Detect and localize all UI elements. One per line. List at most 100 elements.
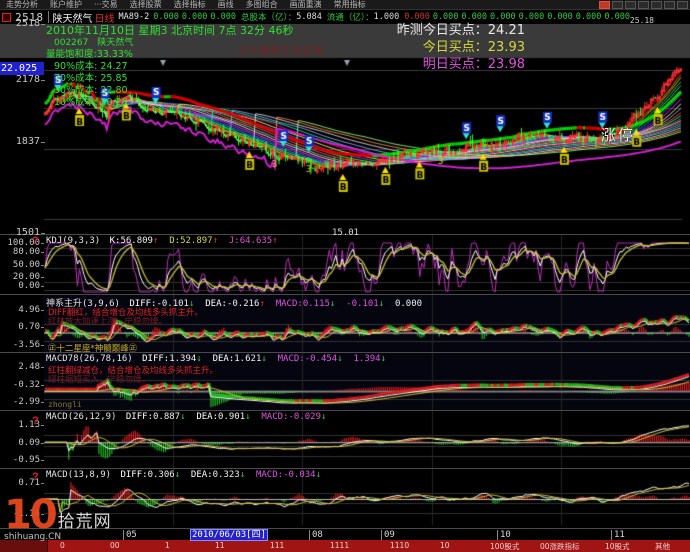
prediction-line-2: 今日买点：23.93 [397,39,525,56]
macd1389-canvas[interactable] [44,469,690,525]
shenxi-field-3-value: -0.101 [346,299,379,309]
stock-code: 002267 [54,38,89,48]
kdj-field-1-value: 52.897 [180,236,213,246]
status-item-7[interactable]: 10 [440,541,450,550]
prediction-value-2: 23.93 [487,40,525,55]
toolbar-item-4[interactable]: 选择指标 [173,0,206,9]
prediction-label-3: 明日买点： [422,57,488,72]
kdj-canvas[interactable] [44,235,690,294]
price-chart-canvas[interactable] [0,24,690,232]
shenxi-title-line: 神系主升(3,9,6) DIFF:-0.101↓, DEA:-0.216↑, M… [46,299,423,309]
status-item-4[interactable]: 111 [270,541,285,550]
status-item-10[interactable]: 10股式 [605,542,630,551]
kdj-ytick-2: 50.00 [12,260,46,270]
prediction-label-1: 昨测今日买点： [396,23,488,38]
toolbar-item-3[interactable]: 选择股票 [129,0,162,9]
panel-macd78[interactable]: 2.48 -0.32 -2.99 MACD78(26,78,16) DIFF:1… [0,352,690,410]
macd2612-field-0-arrow: ↓ [180,412,186,422]
macd78-indicator-params: (26,78,16) [78,354,133,364]
macd1389-help-icon[interactable]: ? [32,471,39,483]
macd78-field-1-label: DEA: [212,354,235,364]
panel-macd-26-12-9[interactable]: 1.13 0.09 -0.95 ? MACD(26,12,9) DIFF:0.8… [0,410,690,468]
macd78-canvas[interactable] [44,353,690,410]
header-extra-2: 0.000 [461,12,487,22]
float-shares-label: 流通（亿）： [326,13,374,23]
toolbar-item-5[interactable]: 画线 [217,0,234,9]
macd1389-plot-area[interactable] [44,469,690,525]
toolbar-button-5-icon[interactable] [664,0,675,9]
shenxi-bottom-note: ㊣十二星座*神髓巅峰㊣ [48,344,138,352]
shenxi-field-2-arrow: ↓ [329,299,336,309]
macd78-field-3-value: 1.394 [353,354,381,364]
toolbar-item-6[interactable]: 多图组合 [245,0,278,9]
date-axis[interactable]: 05 2010/06/03[四] 08 09 10 11 [0,528,690,541]
kdj-help-icon[interactable]: ? [32,235,39,247]
status-item-5[interactable]: 1111 [330,541,350,550]
toolbar-item-0[interactable]: 走势分析 [6,0,38,9]
macd78-plot-area[interactable] [44,353,690,410]
panel-macd-13-8-9[interactable]: 0.71 -1.16 ? MACD(13,8,9) DIFF:0.306↓, D… [0,468,690,525]
status-item-8[interactable]: 100股式 [490,542,520,551]
macd2612-ytick-2: -0.95 [12,455,46,465]
price-chart-pane[interactable] [0,24,690,232]
panel-kdj[interactable]: 100.00 80.00 50.00 20.00 0.00 ? KDJ(9,3,… [0,234,690,294]
status-item-6[interactable]: 1110 [390,541,410,550]
header-extra-0: 0.000 [404,12,430,22]
toolbar-item-2[interactable]: ···交易 [94,0,118,9]
macd2612-plot-area[interactable] [44,411,690,468]
macd2612-y-axis: 1.13 0.09 -0.95 [0,411,46,468]
ma-label: MA89-2 [118,12,150,22]
shenxi-field-1-arrow: ↑ [259,299,265,309]
date-selected-label[interactable]: 2010/06/03[四] [190,529,269,541]
macd78-indicator-name: MACD78 [46,354,79,364]
price-selected-value[interactable]: 22.025 [0,62,44,75]
macd1389-indicator-name: MACD [46,470,68,480]
macd2612-field-2-value: -0.029 [288,412,321,422]
status-item-3[interactable]: 11 [215,541,225,550]
macd78-field-2-label: MACD: [277,354,305,364]
kdj-plot-area[interactable] [44,235,690,294]
macd2612-canvas[interactable] [44,411,690,468]
status-bar-left-button[interactable] [0,540,48,552]
watermark-logo: 10 拾荒网 shihuang.CN [4,492,112,542]
cost-level-0-value: 24.27 [100,61,128,72]
status-bar[interactable]: 0 00 1 11 111 1111 1110 10 100股式 00涨跌指标 … [0,540,690,552]
logo-number: 10 [4,492,58,538]
status-item-11[interactable]: 其他 [655,542,670,551]
shenxi-canvas[interactable] [44,295,690,352]
status-item-9[interactable]: 00涨跌指标 [540,542,580,551]
status-item-2[interactable]: 1 [165,541,170,550]
macd1389-ytick-1: -1.16 [12,509,46,519]
shenxi-plot-area[interactable] [44,295,690,352]
shenxi-field-3-arrow: ↓ [378,299,385,309]
toolbar-button-4-icon[interactable] [651,0,662,9]
toolbar-button-6-icon[interactable] [677,0,688,9]
toolbar-button-3-icon[interactable] [638,0,649,9]
saturation-line: 量能饱和度:33.33% [46,49,293,61]
toolbar-button-1-icon[interactable] [612,0,623,9]
macd78-field-3-arrow: ↓ [380,354,387,364]
price-y-axis: 2518 2178 1837 1501 [0,18,46,238]
macd1389-field-0-value: 0.306 [147,470,175,480]
stock-code-name: 陕天然气 [97,38,134,48]
toolbar-item-1[interactable]: 账户维护 [50,0,82,9]
kdj-ytick-1: 80.00 [12,247,46,257]
shenxi-field-4-value: 0.000 [394,299,423,309]
status-item-1[interactable]: 00 [110,541,120,550]
toolbar-item-8[interactable]: 常用指标 [333,0,366,9]
panel-shenxi[interactable]: 4.96 0.70 -3.56 神系主升(3,9,6) DIFF:-0.101↓… [0,294,690,352]
kdj-indicator-params: (9,3,3) [62,236,101,246]
price-ytick-1: 2178 [15,74,46,85]
stock-info-block: 2010年11月10日 星期3 北京时间 7点 32分 46秒 002267 陕… [46,25,293,109]
macd2612-help-icon[interactable]: ? [32,415,39,427]
shenxi-field-0-label: DIFF: [129,299,157,309]
macd2612-field-2-label: MACD: [261,412,289,422]
toolbar-button-hot-icon[interactable] [599,0,610,9]
kdj-field-1-label: D: [169,236,181,246]
header-info-bar: 2518 陕天然气 日线 MA89-2 0.000 0.000 0.000 总股… [0,10,690,24]
toolbar-button-2-icon[interactable] [625,0,636,9]
toolbar-item-7[interactable]: 画面重演 [289,0,322,9]
status-item-0[interactable]: 0 [60,541,65,550]
shenxi-field-0-arrow: ↓ [188,299,195,309]
ma-value-1: 0.000 [181,12,208,22]
